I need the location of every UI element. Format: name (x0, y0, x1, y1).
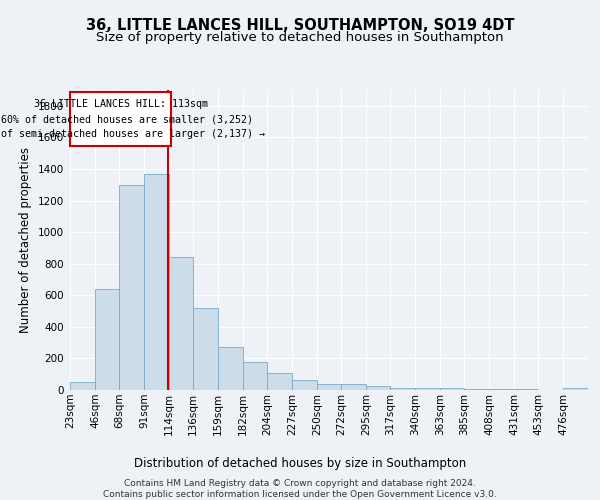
Bar (193, 308, 218, 390)
Bar (563, 388, 588, 390)
Bar (70, 92, 171, 146)
Text: Distribution of detached houses by size in Southampton: Distribution of detached houses by size … (134, 458, 466, 470)
Bar (440, 388, 464, 390)
Text: Size of property relative to detached houses in Southampton: Size of property relative to detached ho… (96, 31, 504, 44)
Bar (218, 346, 243, 390)
Bar (390, 388, 415, 390)
Text: 39% of semi-detached houses are larger (2,137) →: 39% of semi-detached houses are larger (… (0, 129, 265, 139)
Y-axis label: Number of detached properties: Number of detached properties (19, 147, 32, 333)
Text: Contains HM Land Registry data © Crown copyright and database right 2024.: Contains HM Land Registry data © Crown c… (124, 479, 476, 488)
Bar (119, 184, 144, 390)
Bar (514, 389, 538, 390)
Bar (317, 384, 341, 390)
Text: 36, LITTLE LANCES HILL, SOUTHAMPTON, SO19 4DT: 36, LITTLE LANCES HILL, SOUTHAMPTON, SO1… (86, 18, 514, 32)
Bar (70, 382, 95, 390)
Text: 36 LITTLE LANCES HILL: 113sqm: 36 LITTLE LANCES HILL: 113sqm (34, 99, 208, 109)
Bar (95, 289, 119, 390)
Bar (145, 174, 169, 390)
Text: ← 60% of detached houses are smaller (3,252): ← 60% of detached houses are smaller (3,… (0, 114, 253, 124)
Bar (366, 386, 390, 390)
Bar (244, 362, 267, 390)
Bar (341, 384, 366, 390)
Bar (292, 380, 317, 390)
Bar (415, 388, 440, 390)
Bar (464, 388, 489, 390)
Bar (169, 256, 193, 390)
Text: Contains public sector information licensed under the Open Government Licence v3: Contains public sector information licen… (103, 490, 497, 499)
Bar (489, 389, 514, 390)
Bar (267, 374, 292, 390)
